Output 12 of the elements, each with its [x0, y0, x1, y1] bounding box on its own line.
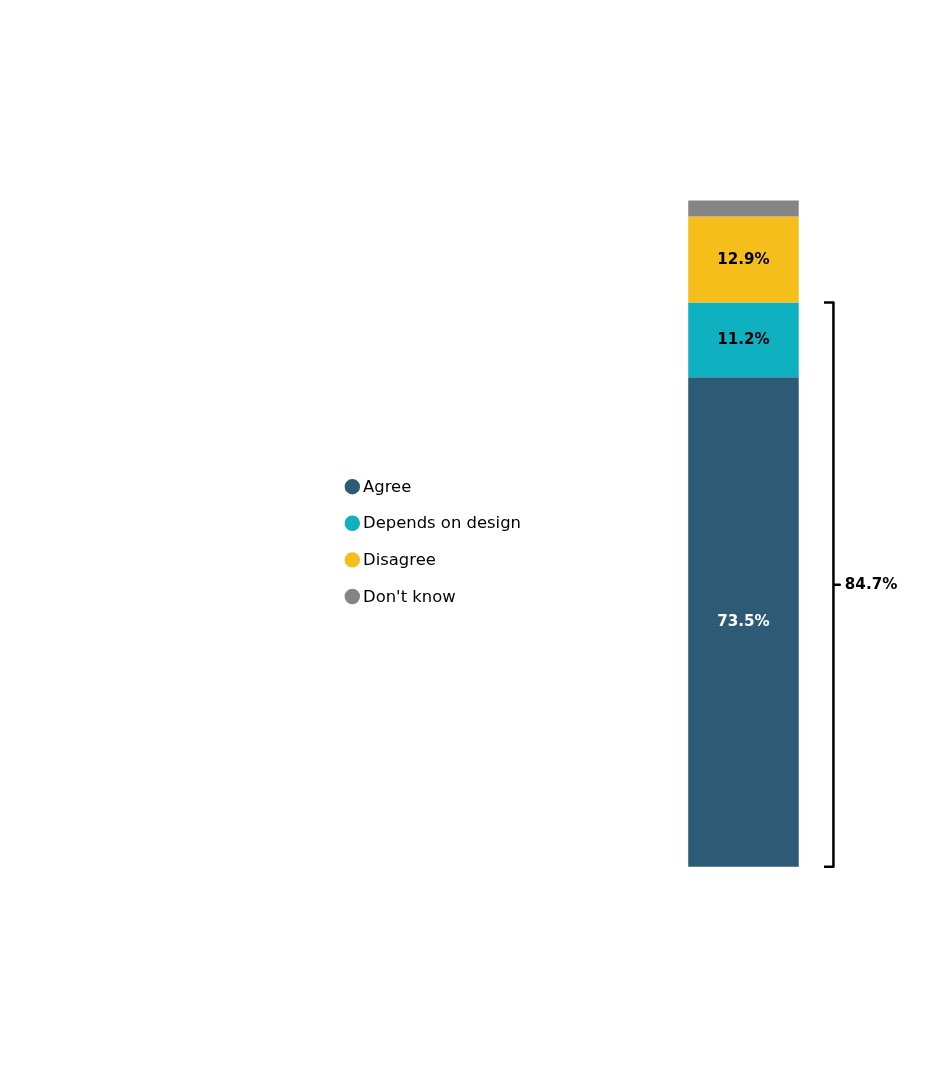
legend-label: Disagree	[363, 549, 436, 569]
bar	[688, 200, 799, 217]
data-label: 12.9%	[717, 249, 770, 268]
legend-label: Don't know	[363, 586, 456, 606]
data-label: 11.2%	[717, 330, 770, 349]
data-label: 73.5%	[717, 612, 770, 631]
bar	[688, 302, 799, 378]
bar	[688, 377, 799, 867]
bar	[688, 216, 799, 303]
legend-label: Depends on design	[363, 513, 521, 533]
text: 84.7%	[844, 575, 898, 594]
legend-label: Agree	[363, 476, 412, 496]
